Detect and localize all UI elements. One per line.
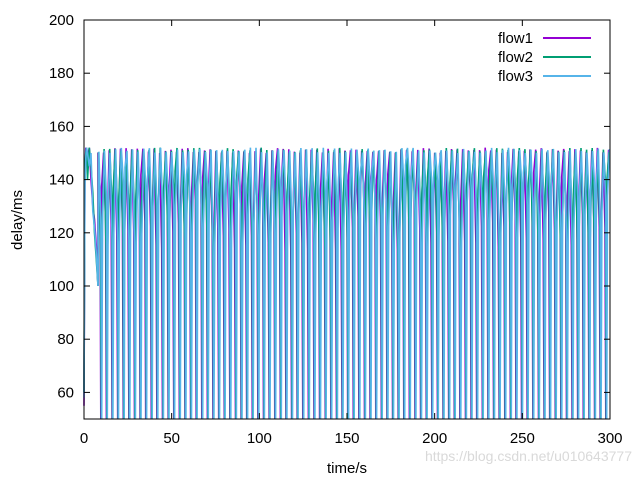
x-tick-label: 50: [163, 430, 180, 447]
legend-label-flow3: flow3: [498, 68, 533, 85]
x-tick-label: 200: [422, 430, 447, 447]
y-tick-label: 80: [57, 331, 74, 348]
x-axis-title: time/s: [327, 460, 367, 477]
x-tick-label: 300: [597, 430, 622, 447]
x-tick-label: 150: [334, 430, 359, 447]
x-tick-label: 100: [247, 430, 272, 447]
x-tick-label: 0: [80, 430, 88, 447]
y-axis-title: delay/ms: [9, 190, 26, 250]
legend-label-flow2: flow2: [498, 49, 533, 66]
watermark-text: https://blog.csdn.net/u010643777: [424, 448, 632, 464]
y-tick-label: 60: [57, 384, 74, 401]
y-tick-label: 140: [49, 172, 74, 189]
y-tick-label: 120: [49, 225, 74, 242]
ticks-layer: 0 50 100 150 200 250 300 60 80 100 120 140 160 180 200: [49, 12, 623, 447]
series-line-flow3: [83, 147, 611, 420]
y-tick-label: 100: [49, 278, 74, 295]
series-layer: [83, 147, 611, 420]
x-tick-label: 250: [510, 430, 535, 447]
y-tick-label: 160: [49, 118, 74, 135]
legend-label-flow1: flow1: [498, 30, 533, 47]
legend: flow1 flow2 flow3: [498, 30, 591, 85]
y-tick-label: 180: [49, 65, 74, 82]
y-tick-label: 200: [49, 12, 74, 29]
